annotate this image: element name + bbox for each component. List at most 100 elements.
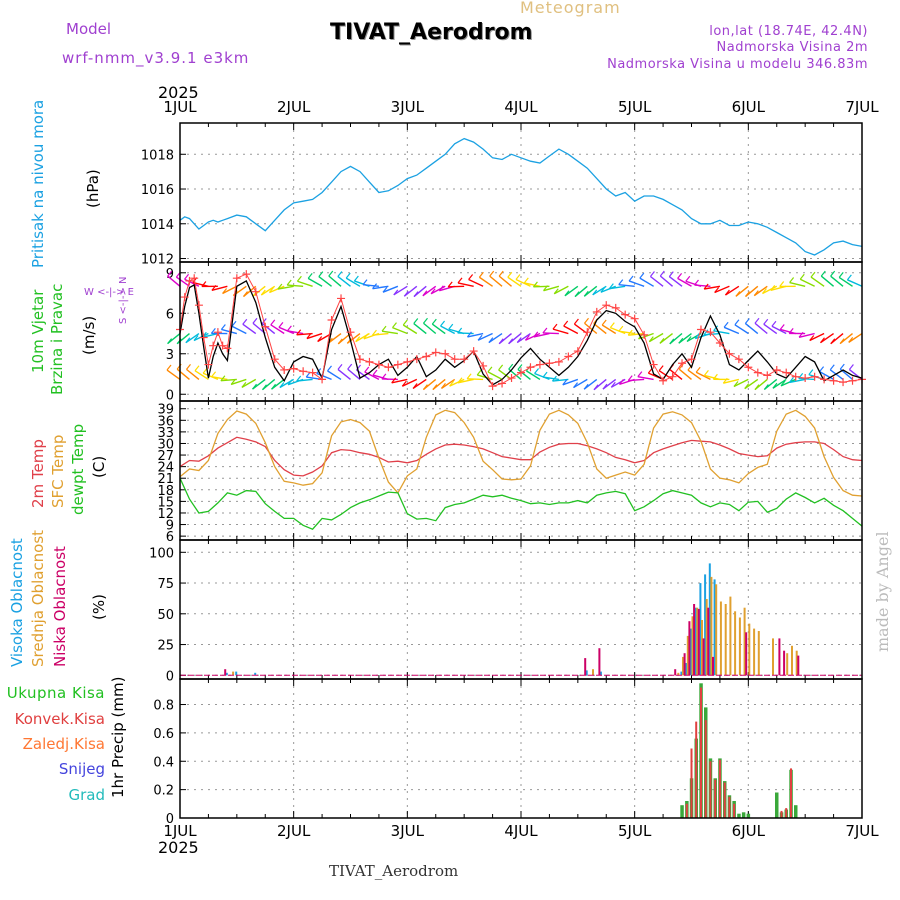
wind-barb-flag [677, 272, 683, 279]
wind-barb-flag [278, 321, 284, 328]
bar-niska-oblacnost [224, 669, 227, 676]
wind-barb [723, 378, 740, 384]
wind-barb [277, 285, 294, 290]
wind-barb [648, 332, 664, 343]
wind-barb-flag [440, 320, 446, 327]
gust-marker [213, 328, 222, 337]
model-name: wrf-nmm_v3.9.1 e3km [62, 49, 250, 67]
wind-barb-flag [695, 366, 701, 373]
wind-barb [830, 275, 844, 287]
wind-barb-flag [772, 382, 778, 389]
wind-barb-flag [839, 363, 845, 370]
bar-visoka-oblacnost [225, 672, 228, 676]
wind-barb [167, 275, 181, 287]
gust-marker [346, 328, 355, 337]
bar-visoka-oblacnost [680, 671, 683, 676]
wind-barb-flag [552, 323, 558, 330]
wind-barb-flag [649, 271, 655, 277]
wind-barb-flag [345, 272, 351, 279]
wind-barb-flag [220, 375, 226, 382]
wind-barb-flag [798, 331, 804, 338]
wind-barb-flag [516, 337, 522, 343]
wind-barb [477, 332, 493, 341]
series-line-2m-temp [179, 436, 863, 477]
wind-barb-flag [270, 319, 276, 326]
bar-ukupna-kisa [775, 792, 779, 818]
gust-marker [242, 270, 251, 279]
year-bottom: 2025 [158, 838, 199, 857]
wind-barb [593, 323, 607, 335]
wind-barb-flag [243, 291, 248, 297]
wind-barb-flag [668, 271, 674, 277]
wind-barb-flag [685, 275, 691, 282]
wind-barb-flag [211, 371, 217, 378]
wind-barb [744, 322, 759, 335]
x-tick-label-top: 5JUL [618, 98, 652, 116]
wind-barb-flag [432, 384, 438, 390]
gust-marker [251, 287, 260, 296]
bar-srednja-oblacnost [786, 653, 789, 676]
wind-barb-flag [722, 377, 728, 384]
gust-marker [185, 276, 194, 285]
wind-barb [798, 332, 815, 338]
wind-barb [771, 325, 787, 335]
wind-barb [220, 378, 237, 382]
gust-marker [270, 355, 279, 364]
bar-srednja-oblacnost [686, 635, 689, 676]
wind-barb [762, 285, 778, 295]
page-title: TIVAT_Aerodrom [330, 20, 533, 45]
wind-barb [194, 370, 209, 380]
bar-visoka-oblacnost [254, 672, 257, 676]
gust-marker [706, 328, 715, 337]
wind-barb [287, 284, 304, 287]
wind-barb [316, 372, 332, 381]
tick-label-y: 0.6 [153, 727, 174, 742]
model-elevation: Nadmorska Visina u modelu 346.83m [607, 57, 868, 72]
wind-barb [809, 332, 825, 342]
bar-srednja-oblacnost [696, 607, 699, 676]
wind-barb [430, 285, 446, 295]
gust-marker [393, 360, 402, 369]
gust-marker [232, 274, 241, 283]
bar-visoka-oblacnost [235, 671, 238, 676]
wind-barb-flag [639, 272, 645, 279]
wind-barb-flag [279, 382, 285, 388]
wind-barb [307, 277, 323, 287]
wind-barb-flag [449, 380, 455, 387]
wind-barb-flag [602, 383, 608, 390]
wind-barb-flag [382, 286, 388, 293]
gust-marker [280, 365, 289, 374]
gust-marker [412, 355, 421, 364]
wind-barb-flag [648, 336, 654, 343]
wind-barb [242, 323, 257, 335]
wind-barb [296, 332, 313, 336]
station-elevation: Nadmorska Visina 2m [716, 40, 868, 55]
wind-barb-flag [573, 382, 579, 388]
wind-barb [391, 378, 408, 384]
wind-barb-flag [403, 290, 409, 297]
wind-barb-flag [242, 318, 248, 325]
wind-barb [362, 283, 379, 287]
wind-barb-flag [608, 283, 614, 290]
gust-marker [734, 355, 743, 364]
wind-barb [694, 284, 711, 287]
x-tick-label-top: 4JUL [504, 98, 538, 116]
wind-barb-flag [658, 365, 664, 372]
gust-marker [479, 361, 488, 370]
wind-barb [753, 285, 768, 297]
wind-barb [393, 285, 408, 296]
bar-srednja-oblacnost [705, 599, 708, 676]
wind-barb-flag [819, 366, 825, 373]
wind-barb-flag [534, 368, 540, 374]
wind-barb-flag [185, 337, 191, 344]
wind-barb-flag [637, 371, 643, 378]
wind-barb [542, 376, 559, 381]
wind-barb-flag [532, 281, 538, 288]
wind-barb [364, 371, 380, 381]
wind-barb [838, 276, 853, 287]
wind-barb [185, 332, 200, 344]
gust-marker [696, 325, 705, 334]
gust-marker [318, 375, 327, 384]
tick-label-y: 30 [157, 437, 174, 452]
tick-label-y: 39 [157, 403, 174, 418]
